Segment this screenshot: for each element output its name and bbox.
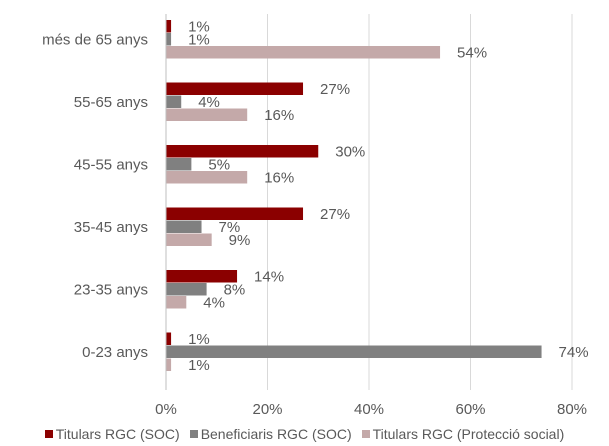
bar-3-series-2 [166, 158, 192, 171]
data-label-1-series-1: 1% [188, 18, 210, 35]
bar-5-series-2 [166, 283, 207, 296]
bar-1-series-3 [166, 46, 441, 59]
category-label-5: 23-35 anys [74, 282, 148, 299]
legend-swatch-series-3 [361, 430, 370, 438]
data-label-6-series-3: 1% [188, 357, 210, 374]
bar-4-series-3 [166, 233, 212, 246]
bar-3-series-1 [166, 145, 319, 158]
legend-swatch-series-1 [44, 430, 53, 438]
bar-6-series-3 [166, 358, 172, 371]
data-label-2-series-3: 16% [264, 107, 294, 124]
data-label-4-series-1: 27% [320, 206, 350, 223]
data-label-6-series-2: 74% [559, 344, 589, 361]
bar-4-series-2 [166, 220, 202, 233]
legend-item-series-2: Beneficiaris RGC (SOC) [189, 426, 352, 442]
data-label-1-series-3: 54% [457, 44, 487, 61]
data-label-4-series-2: 7% [219, 219, 241, 236]
legend-swatch-series-2 [189, 430, 198, 438]
category-label-3: 45-55 anys [74, 157, 148, 174]
bar-6-series-2 [166, 345, 542, 358]
data-label-3-series-1: 30% [335, 143, 365, 160]
bar-5-series-3 [166, 296, 187, 309]
legend-label-series-2: Beneficiaris RGC (SOC) [200, 426, 352, 442]
bar-2-series-1 [166, 82, 304, 95]
legend-label-series-3: Titulars RGC (Protecció social) [372, 426, 565, 442]
data-label-2-series-2: 4% [198, 94, 220, 111]
x-tick-label-2: 40% [354, 401, 384, 418]
bar-1-series-1 [166, 20, 172, 33]
data-label-5-series-1: 14% [254, 268, 284, 285]
data-label-6-series-1: 1% [188, 331, 210, 348]
data-label-3-series-2: 5% [208, 156, 230, 173]
bar-2-series-2 [166, 95, 182, 108]
data-label-2-series-1: 27% [320, 81, 350, 98]
data-label-3-series-3: 16% [264, 169, 294, 186]
legend-item-series-1: Titulars RGC (SOC) [44, 426, 180, 442]
data-label-5-series-3: 4% [203, 294, 225, 311]
category-label-2: 55-65 anys [74, 94, 148, 111]
x-tick-label-4: 80% [557, 401, 587, 418]
legend: Titulars RGC (SOC) Beneficiaris RGC (SOC… [0, 426, 609, 442]
legend-item-series-3: Titulars RGC (Protecció social) [361, 426, 565, 442]
legend-label-series-1: Titulars RGC (SOC) [55, 426, 180, 442]
data-label-5-series-2: 8% [224, 281, 246, 298]
bar-2-series-3 [166, 108, 248, 121]
bar-1-series-2 [166, 33, 172, 46]
data-label-1-series-2: 1% [188, 31, 210, 48]
category-label-4: 35-45 anys [74, 219, 148, 236]
category-label-1: més de 65 anys [42, 32, 148, 49]
category-label-6: 0-23 anys [82, 344, 148, 361]
data-label-4-series-3: 9% [229, 232, 251, 249]
x-tick-label-3: 60% [455, 401, 485, 418]
bar-3-series-3 [166, 171, 248, 184]
bar-6-series-1 [166, 332, 172, 345]
bar-5-series-1 [166, 270, 238, 283]
x-tick-label-1: 20% [252, 401, 282, 418]
bar-4-series-1 [166, 207, 304, 220]
x-tick-label-0: 0% [155, 401, 177, 418]
